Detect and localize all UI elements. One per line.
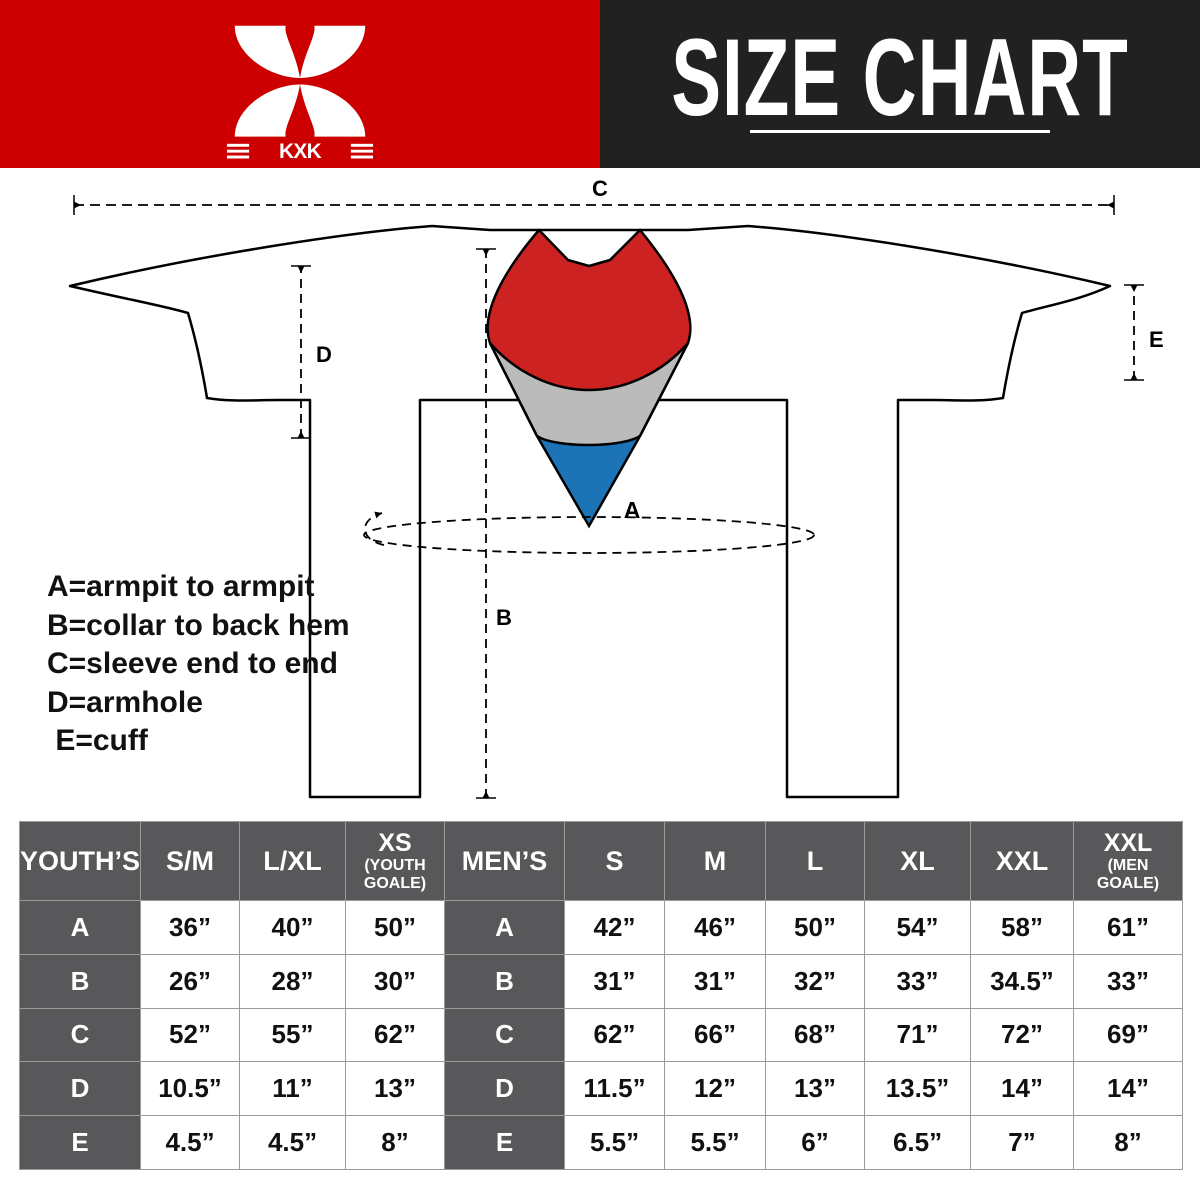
svg-text:E: E <box>1149 327 1164 352</box>
svg-text:D: D <box>316 342 332 367</box>
svg-text:A: A <box>624 497 641 523</box>
svg-text:KXK: KXK <box>279 140 322 163</box>
svg-text:B: B <box>496 605 512 630</box>
svg-text:C: C <box>592 176 608 201</box>
